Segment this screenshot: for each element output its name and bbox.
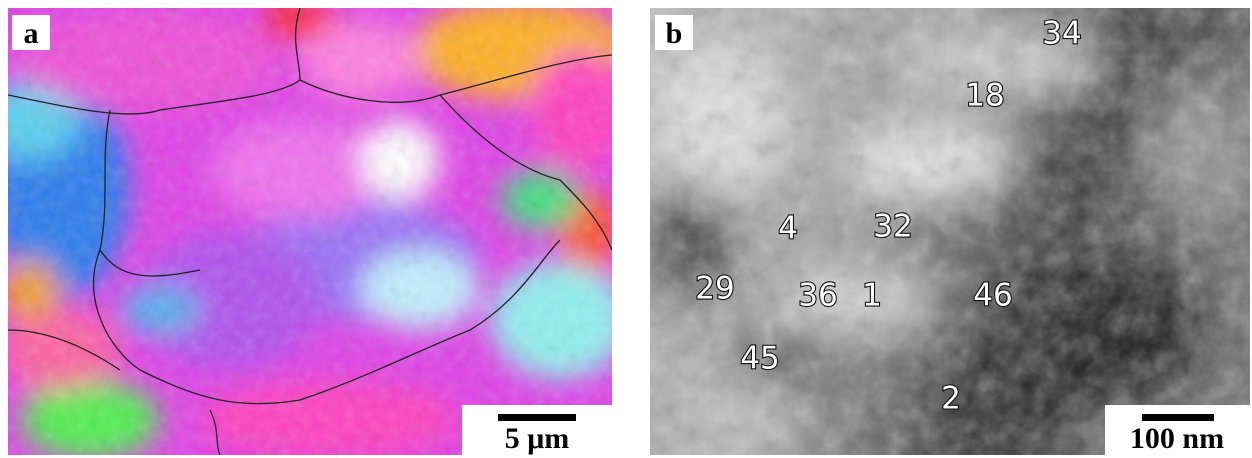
- grain-number: 18: [965, 78, 1004, 114]
- grain-number: 32: [873, 209, 912, 245]
- scale-bar: [498, 414, 576, 421]
- grain-number: 34: [1042, 16, 1081, 52]
- grain-number: 36: [798, 278, 837, 314]
- panel-b-image: [650, 8, 1250, 455]
- grain-number: 29: [695, 271, 734, 307]
- grain-annotations: 34 18 4 32 29 36 1 46 45 2: [694, 14, 1083, 417]
- grain-boundaries: [8, 8, 612, 455]
- grain-number: 45: [740, 341, 779, 377]
- grain-number: 4: [778, 211, 798, 247]
- label-box: [12, 15, 50, 50]
- scale-bar-label: 5 μm: [505, 422, 570, 455]
- panel-label: a: [24, 17, 39, 50]
- scale-bar-label: 100 nm: [1130, 422, 1224, 455]
- scale-bar-box: [462, 405, 612, 455]
- scale-bar: [1142, 414, 1214, 421]
- grain-number: 1: [862, 278, 882, 314]
- panel-a-image: [8, 8, 612, 455]
- scale-bar-box: [1105, 405, 1250, 455]
- panel-label: b: [666, 17, 683, 50]
- grain-number: 46: [973, 278, 1012, 314]
- grain-number: 2: [941, 381, 961, 417]
- label-box: [655, 15, 693, 50]
